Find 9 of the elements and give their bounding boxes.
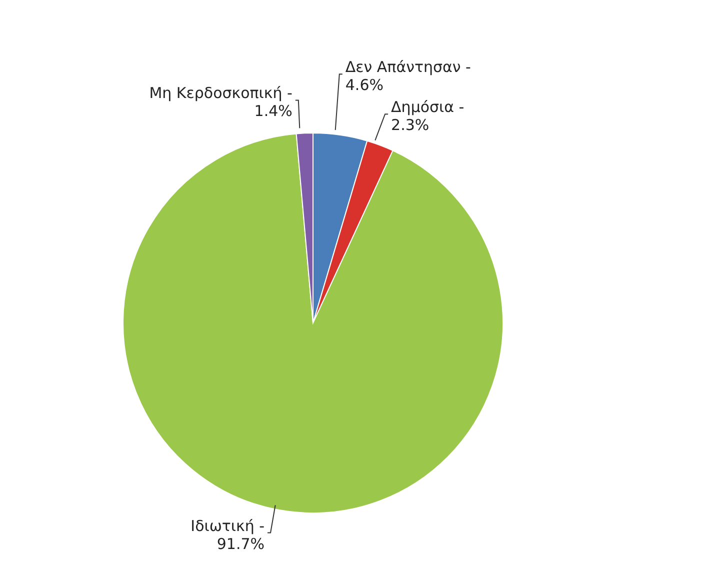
slice-label: Δεν Απάντησαν - [345, 58, 471, 76]
slice-label: Δημόσια - [391, 98, 464, 116]
pie-slice [122, 133, 504, 514]
data-label: 4.6% [345, 76, 384, 94]
data-label: 1.4% [254, 102, 292, 120]
data-label: 2.3% [391, 116, 430, 134]
slice-label: Ιδιωτική - [190, 516, 265, 535]
data-label: 91.7% [216, 534, 265, 553]
slice-label: Μη Κερδοσκοπική - [149, 84, 292, 102]
